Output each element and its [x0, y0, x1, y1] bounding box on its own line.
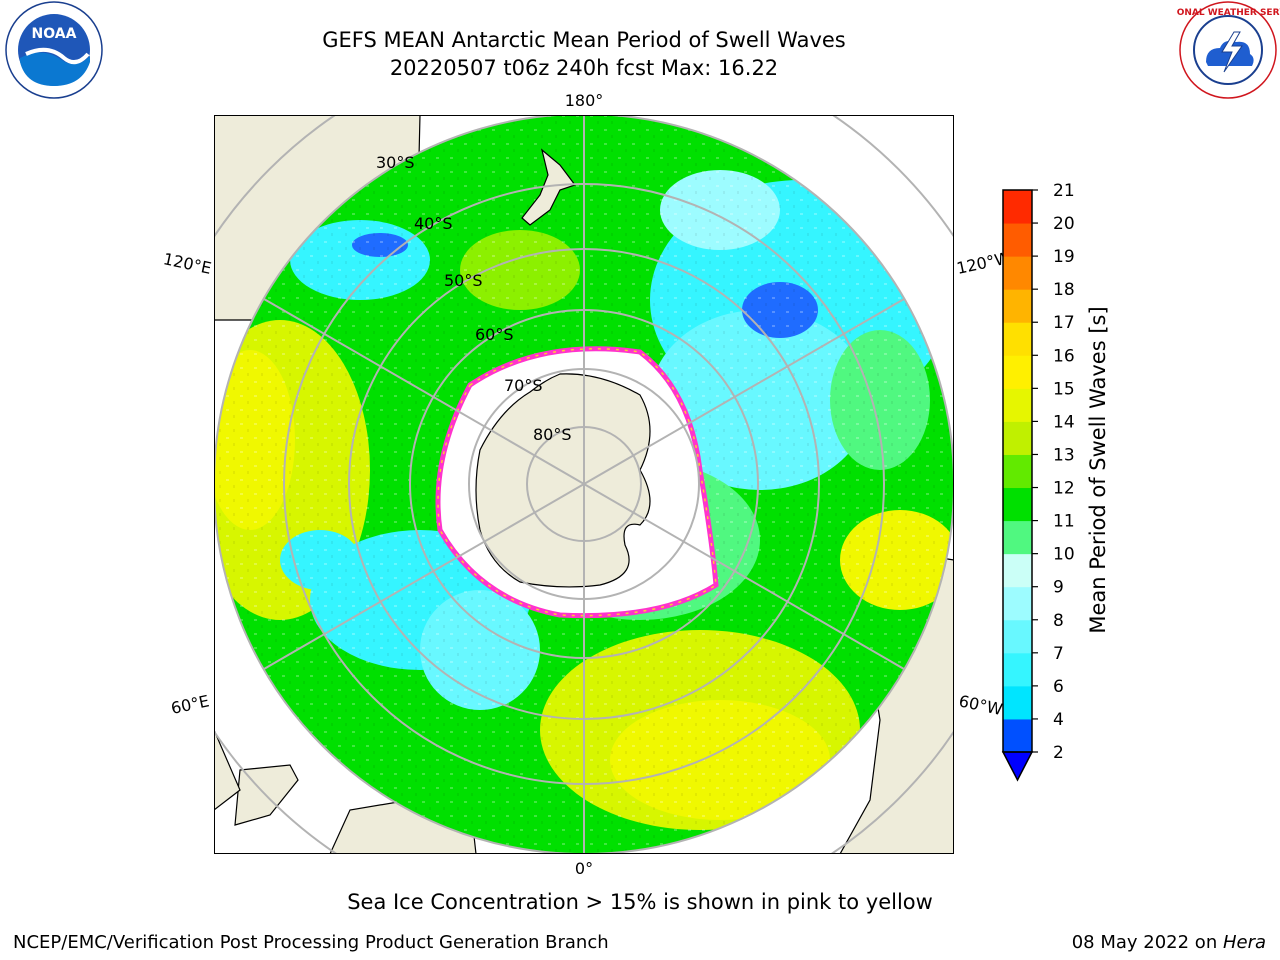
sea-ice-note: Sea Ice Concentration > 15% is shown in …: [347, 890, 933, 914]
colorbar-segment: [1003, 685, 1032, 720]
colorbar-tick-label: 7: [1053, 644, 1064, 664]
noaa-logo: NOAA: [5, 1, 103, 99]
colorbar-segment: [1003, 619, 1032, 654]
colorbar-tick-label: 16: [1053, 346, 1075, 366]
lat-label-30s: 30°S: [376, 153, 415, 172]
colorbar-segment: [1003, 652, 1032, 687]
new-zealand-land: [521, 148, 576, 226]
noaa-logo-text: NOAA: [32, 26, 77, 42]
graticule: [214, 115, 954, 854]
colorbar-tick-label: 6: [1053, 677, 1064, 697]
colorbar-segment: [1003, 223, 1032, 257]
colorbar-tick-label: 21: [1053, 181, 1075, 201]
lat-label-40s: 40°S: [414, 214, 453, 233]
colorbar-tick-label: 14: [1053, 412, 1075, 432]
lat-label-70s: 70°S: [504, 376, 543, 395]
colorbar-segment: [1003, 322, 1032, 356]
colorbar-segment: [1003, 553, 1032, 588]
colorbar-segment: [1003, 421, 1032, 455]
colorbar-tick-label: 17: [1053, 313, 1075, 333]
colorbar-segment: [1003, 718, 1032, 753]
lon-label-60e: 60°E: [169, 691, 211, 718]
colorbar-segment: [1003, 487, 1032, 522]
colorbar-tick-label: 11: [1053, 512, 1075, 532]
lon-label-0: 0°: [575, 859, 593, 878]
national-weather-service-logo: NATIONAL WEATHER SERVICE: [1176, 1, 1280, 99]
colorbar-segment: [1003, 190, 1032, 224]
lat-label-60s: 60°S: [475, 325, 514, 344]
colorbar-tick-label: 20: [1053, 214, 1075, 234]
colorbar-segment: [1003, 520, 1032, 555]
colorbar-tick-label: 8: [1053, 611, 1064, 631]
chart-title: GEFS MEAN Antarctic Mean Period of Swell…: [322, 28, 846, 52]
nws-logo-text: NATIONAL WEATHER SERVICE: [1176, 8, 1280, 18]
bay-of-bengal-land: [214, 729, 241, 811]
colorbar-frame: [1002, 189, 1033, 753]
lon-label-180: 180°: [565, 91, 604, 110]
colorbar: 2 4 6 7 8 9 10 11 12 13 14 15 16 17 18 19 20 21: [1001, 181, 1075, 782]
lat-label-80s: 80°S: [533, 425, 572, 444]
colorbar-extend-triangle: [1001, 751, 1034, 782]
colorbar-tick-label: 13: [1053, 445, 1075, 465]
colorbar-segment: [1003, 355, 1032, 389]
colorbar-label: Mean Period of Swell Waves [s]: [1086, 306, 1110, 633]
chart-subtitle: 20220507 t06z 240h fcst Max: 16.22: [389, 56, 779, 80]
lon-label-120e: 120°E: [162, 249, 214, 278]
colorbar-tick-label: 15: [1053, 379, 1075, 399]
colorbar-segment: [1003, 388, 1032, 422]
colorbar-tick-label: 4: [1053, 710, 1064, 730]
colorbar-tick-label: 18: [1053, 280, 1075, 300]
colorbar-tick-label: 10: [1053, 545, 1075, 565]
lat-label-50s: 50°S: [444, 271, 483, 290]
colorbar-segment: [1003, 256, 1032, 290]
footer-credit: NCEP/EMC/Verification Post Processing Pr…: [13, 932, 609, 953]
colorbar-segment: [1003, 454, 1032, 489]
antarctica-land: [475, 373, 651, 588]
footer-date-text: 08 May 2022 on: [1071, 932, 1223, 953]
colorbar-tick-label: 9: [1053, 578, 1064, 598]
colorbar-tick-label: 12: [1053, 479, 1075, 499]
colorbar-tick-label: 2: [1053, 743, 1064, 763]
footer-date: 08 May 2022 on Hera: [1072, 932, 1266, 953]
colorbar-tick-label: 19: [1053, 247, 1075, 267]
colorbar-segment: [1003, 586, 1032, 621]
lon-label-60w: 60°W: [957, 691, 1004, 719]
map-panel: [214, 115, 954, 854]
colorbar-segment: [1003, 289, 1032, 323]
footer-host: Hera: [1222, 932, 1266, 953]
